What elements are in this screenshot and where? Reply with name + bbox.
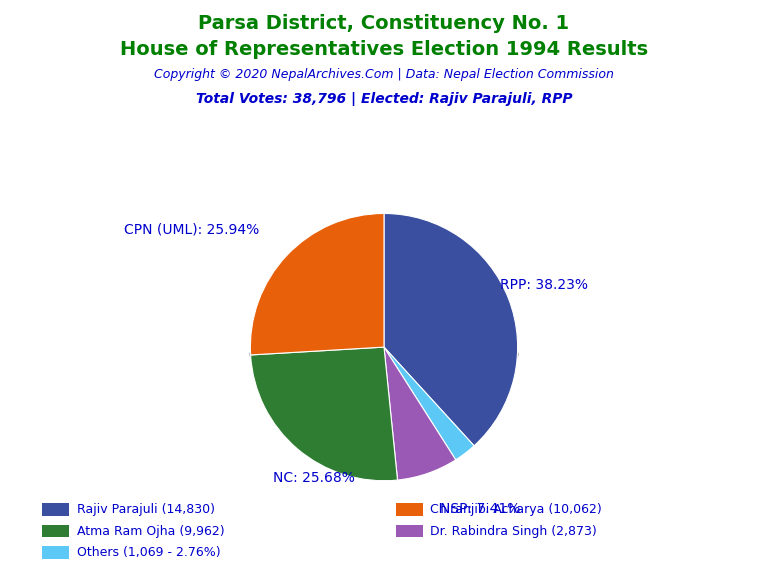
Text: Dr. Rabindra Singh (2,873): Dr. Rabindra Singh (2,873) — [430, 525, 597, 537]
Text: Atma Ram Ojha (9,962): Atma Ram Ojha (9,962) — [77, 525, 224, 537]
Wedge shape — [384, 347, 455, 480]
Text: Total Votes: 38,796 | Elected: Rajiv Parajuli, RPP: Total Votes: 38,796 | Elected: Rajiv Par… — [196, 92, 572, 106]
Wedge shape — [384, 347, 474, 460]
Wedge shape — [384, 214, 518, 446]
Text: Parsa District, Constituency No. 1: Parsa District, Constituency No. 1 — [198, 14, 570, 33]
Ellipse shape — [250, 336, 518, 373]
Wedge shape — [250, 347, 398, 481]
Text: NSP: 7.41%: NSP: 7.41% — [440, 502, 521, 516]
Text: Copyright © 2020 NepalArchives.Com | Data: Nepal Election Commission: Copyright © 2020 NepalArchives.Com | Dat… — [154, 68, 614, 81]
Text: RPP: 38.23%: RPP: 38.23% — [500, 278, 588, 292]
Text: Chiranjibi Acharya (10,062): Chiranjibi Acharya (10,062) — [430, 503, 602, 516]
Text: Rajiv Parajuli (14,830): Rajiv Parajuli (14,830) — [77, 503, 215, 516]
Text: NC: 25.68%: NC: 25.68% — [273, 471, 355, 484]
Text: Others (1,069 - 2.76%): Others (1,069 - 2.76%) — [77, 546, 220, 559]
Text: House of Representatives Election 1994 Results: House of Representatives Election 1994 R… — [120, 40, 648, 59]
Wedge shape — [250, 214, 384, 355]
Text: CPN (UML): 25.94%: CPN (UML): 25.94% — [124, 222, 260, 237]
